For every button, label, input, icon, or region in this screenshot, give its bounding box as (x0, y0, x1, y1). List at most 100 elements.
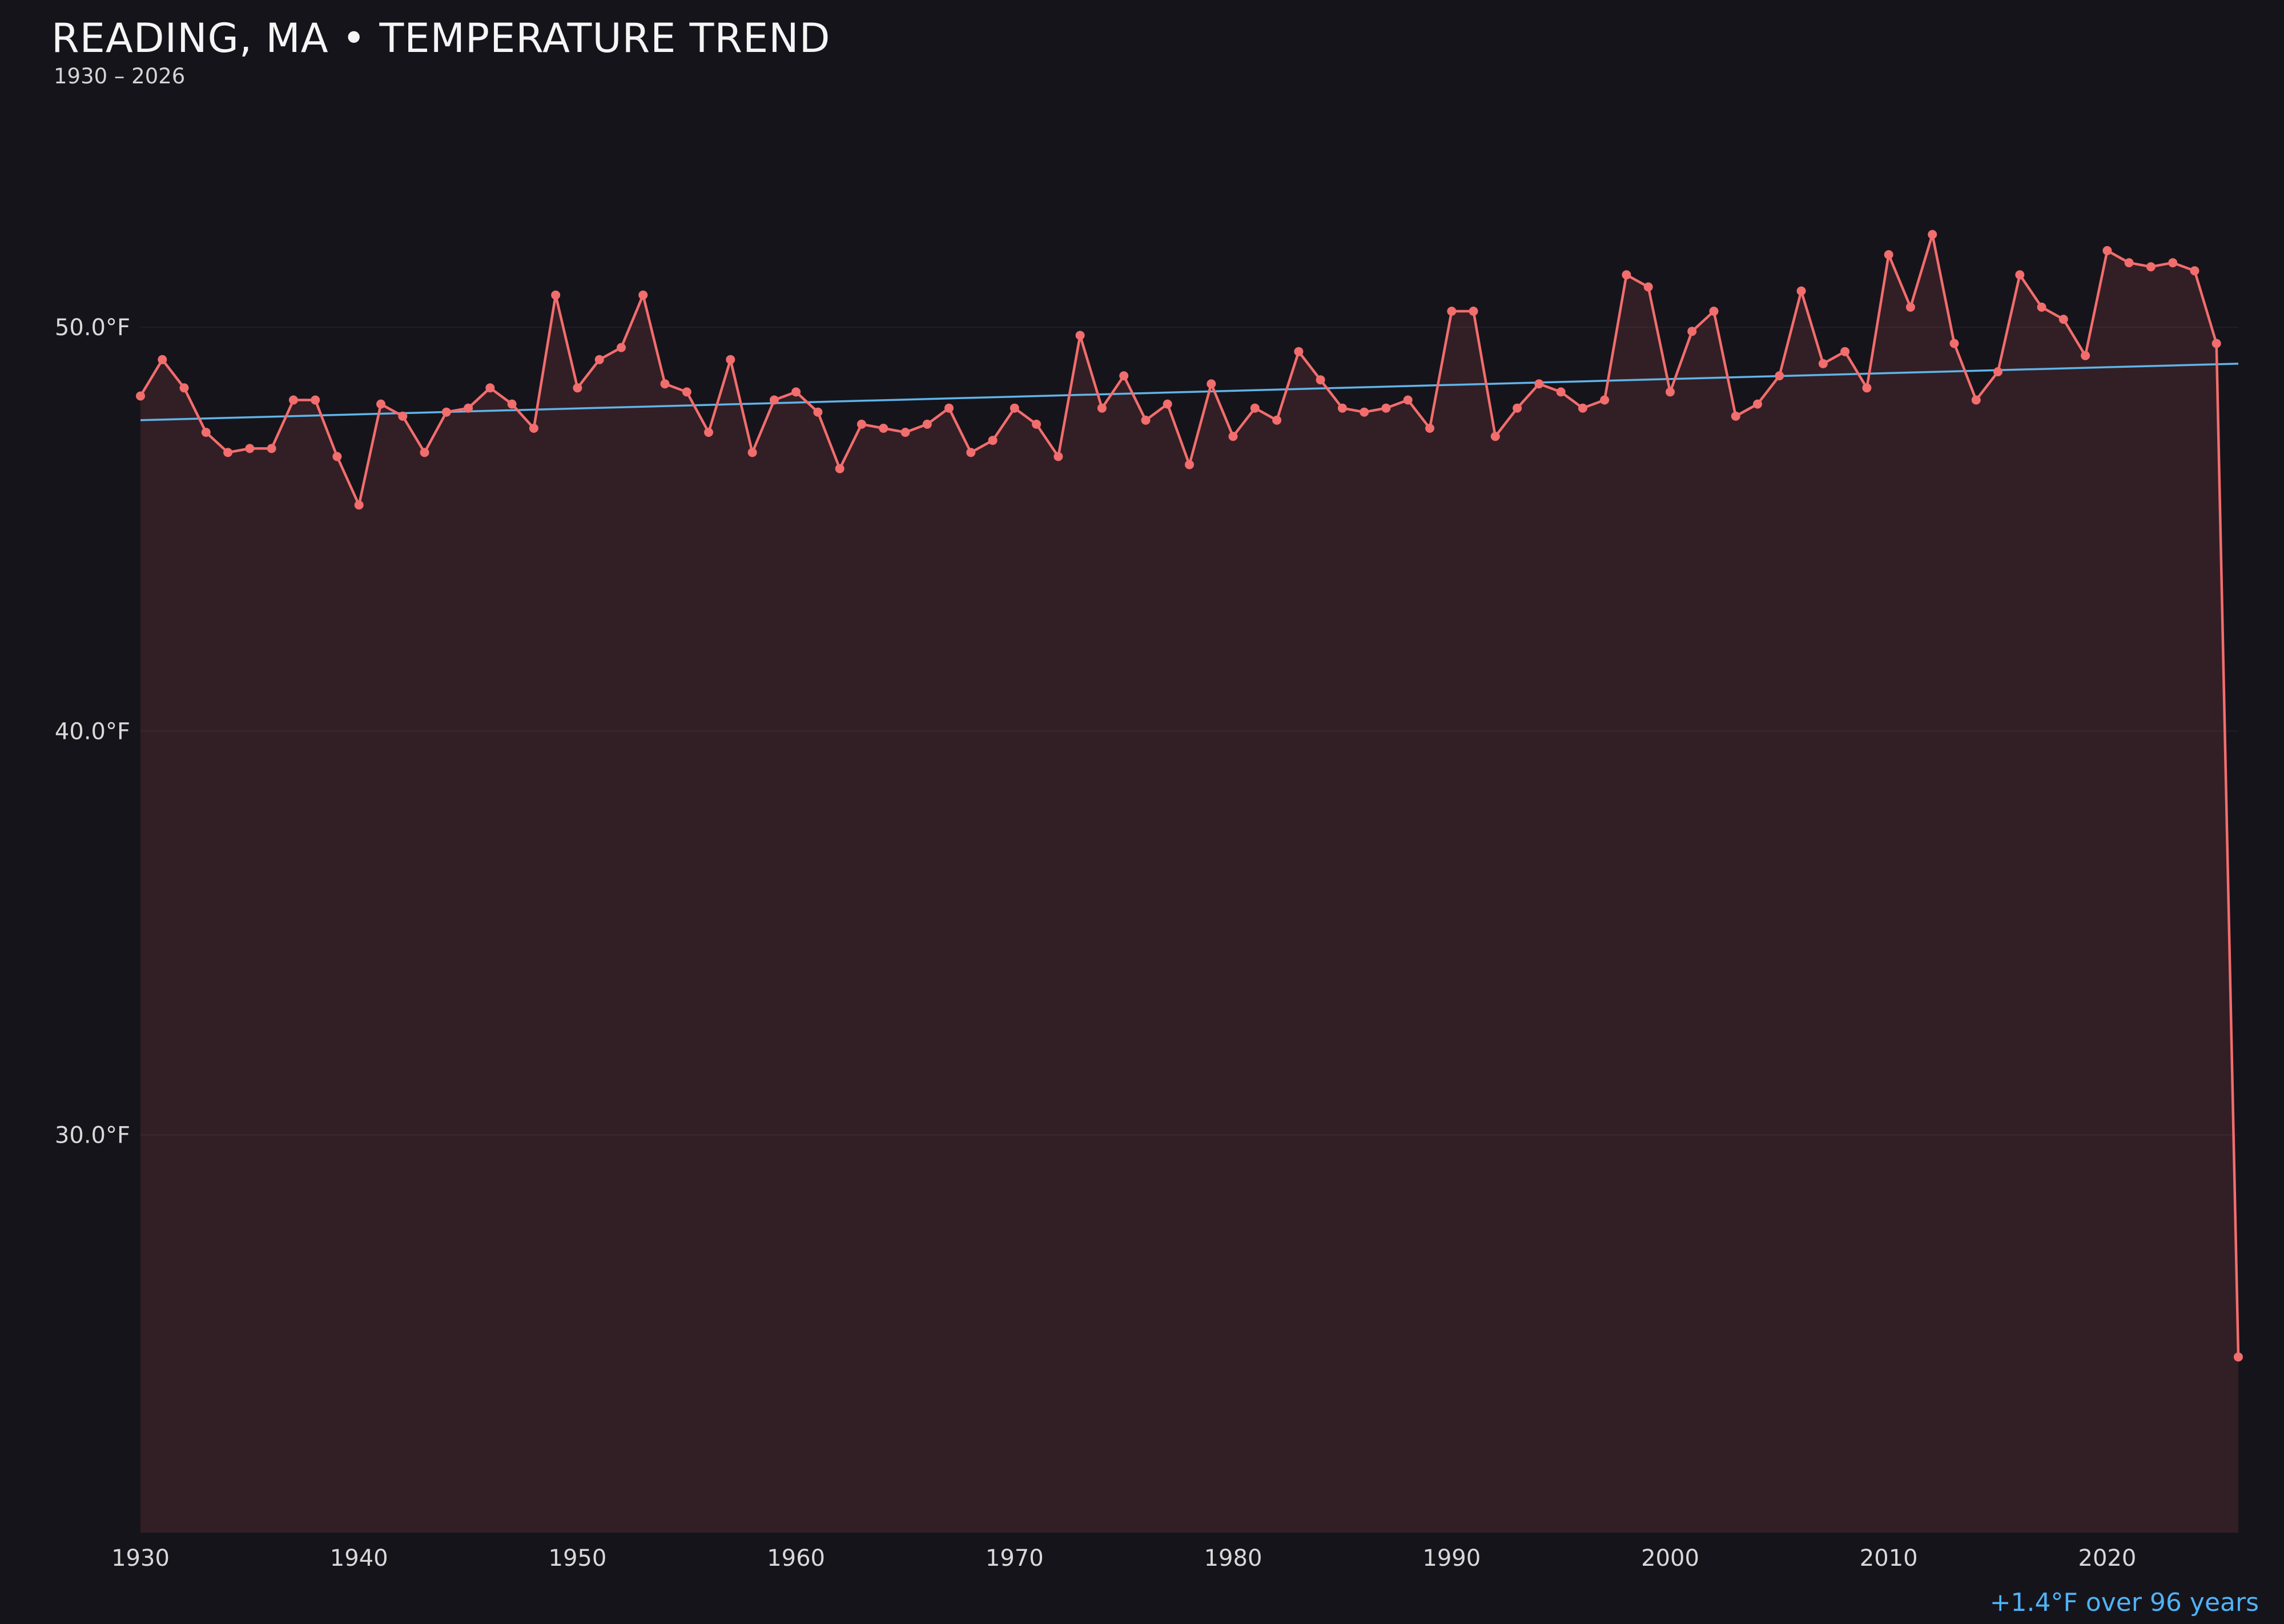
y-tick-label-40: 40.0°F (55, 718, 130, 745)
data-point-1932 (179, 383, 189, 393)
data-point-1946 (485, 383, 495, 393)
data-point-1993 (1513, 403, 1522, 413)
data-point-1992 (1490, 432, 1500, 441)
data-point-1961 (813, 407, 823, 417)
x-tick-label-1980: 1980 (1204, 1545, 1262, 1571)
data-point-1957 (726, 355, 735, 364)
x-tick-label-1940: 1940 (330, 1545, 388, 1571)
data-point-2024 (2190, 266, 2199, 276)
x-tick-label-1930: 1930 (111, 1545, 170, 1571)
trend-annotation: +1.4°F over 96 years (1989, 1588, 2259, 1617)
data-point-1983 (1294, 347, 1304, 356)
data-point-2017 (2037, 302, 2046, 312)
data-point-2014 (1971, 395, 1981, 405)
data-point-1952 (617, 343, 626, 352)
data-point-1970 (1010, 403, 1019, 413)
data-point-2020 (2102, 246, 2112, 255)
data-point-1948 (529, 424, 538, 433)
data-point-1977 (1163, 399, 1172, 409)
data-point-1951 (594, 355, 604, 364)
data-point-1942 (398, 411, 408, 421)
data-point-2012 (1928, 230, 1937, 239)
data-point-1944 (441, 407, 451, 417)
data-point-1941 (376, 399, 385, 409)
data-point-1975 (1119, 371, 1129, 381)
data-point-1938 (311, 395, 320, 405)
data-point-1967 (944, 403, 954, 413)
data-point-2013 (1949, 339, 1959, 348)
data-point-1984 (1316, 375, 1325, 385)
x-tick-label-2010: 2010 (1860, 1545, 1918, 1571)
data-point-1991 (1469, 307, 1478, 316)
data-point-1966 (922, 419, 932, 429)
data-point-1994 (1534, 379, 1544, 389)
data-point-2022 (2146, 262, 2156, 272)
x-tick-label-2020: 2020 (2078, 1545, 2137, 1571)
data-point-1930 (136, 391, 145, 401)
page-title: READING, MA • TEMPERATURE TREND (51, 15, 831, 62)
data-point-1990 (1447, 307, 1457, 316)
data-point-2001 (1687, 327, 1697, 336)
data-point-1940 (354, 500, 364, 510)
data-point-1980 (1228, 432, 1238, 441)
data-point-1998 (1622, 270, 1631, 280)
data-point-1950 (573, 383, 582, 393)
data-point-2002 (1709, 307, 1719, 316)
data-point-1963 (856, 419, 866, 429)
data-point-1953 (638, 290, 648, 300)
data-point-1999 (1643, 282, 1653, 292)
data-point-2019 (2081, 351, 2090, 360)
data-point-2021 (2124, 258, 2134, 268)
data-point-1982 (1272, 415, 1282, 425)
data-point-1969 (988, 436, 998, 445)
y-tick-label-50: 50.0°F (55, 315, 130, 341)
data-point-1931 (158, 355, 167, 364)
data-point-2008 (1840, 347, 1850, 356)
data-point-1947 (507, 399, 517, 409)
data-point-1937 (288, 395, 298, 405)
data-point-1933 (201, 428, 211, 437)
data-point-2009 (1862, 383, 1872, 393)
data-point-1934 (223, 448, 233, 457)
data-point-1943 (420, 448, 429, 457)
data-point-2004 (1753, 399, 1762, 409)
trend-line (140, 363, 2239, 421)
data-point-2005 (1775, 371, 1784, 381)
data-point-2026 (2234, 1352, 2243, 1362)
x-tick-label-2000: 2000 (1641, 1545, 1699, 1571)
x-tick-label-1950: 1950 (549, 1545, 607, 1571)
data-point-1955 (682, 387, 691, 397)
data-point-1949 (551, 290, 561, 300)
data-point-1996 (1578, 403, 1587, 413)
data-point-1965 (900, 428, 910, 437)
data-point-1985 (1337, 403, 1347, 413)
data-point-1956 (704, 428, 713, 437)
page-subtitle: 1930 – 2026 (54, 64, 186, 89)
data-point-1989 (1425, 424, 1434, 433)
data-point-2023 (2168, 258, 2178, 268)
data-point-1962 (835, 464, 845, 473)
data-point-1968 (966, 448, 976, 457)
data-point-1935 (245, 444, 255, 453)
data-point-2007 (1818, 359, 1828, 368)
data-point-2011 (1905, 302, 1915, 312)
data-point-1958 (747, 448, 757, 457)
x-tick-label-1970: 1970 (986, 1545, 1044, 1571)
x-tick-label-1960: 1960 (767, 1545, 825, 1571)
data-point-2018 (2058, 315, 2068, 324)
data-point-1995 (1556, 387, 1566, 397)
data-point-2010 (1884, 250, 1893, 259)
data-point-1997 (1600, 395, 1610, 405)
data-point-1960 (791, 387, 801, 397)
x-tick-label-1990: 1990 (1422, 1545, 1481, 1571)
data-point-1971 (1032, 419, 1042, 429)
data-point-1959 (769, 395, 779, 405)
data-point-1986 (1360, 407, 1369, 417)
data-point-1936 (267, 444, 276, 453)
data-point-1973 (1075, 331, 1085, 340)
data-point-1978 (1185, 460, 1194, 469)
data-point-2015 (1993, 367, 2002, 376)
data-point-2003 (1731, 411, 1740, 421)
